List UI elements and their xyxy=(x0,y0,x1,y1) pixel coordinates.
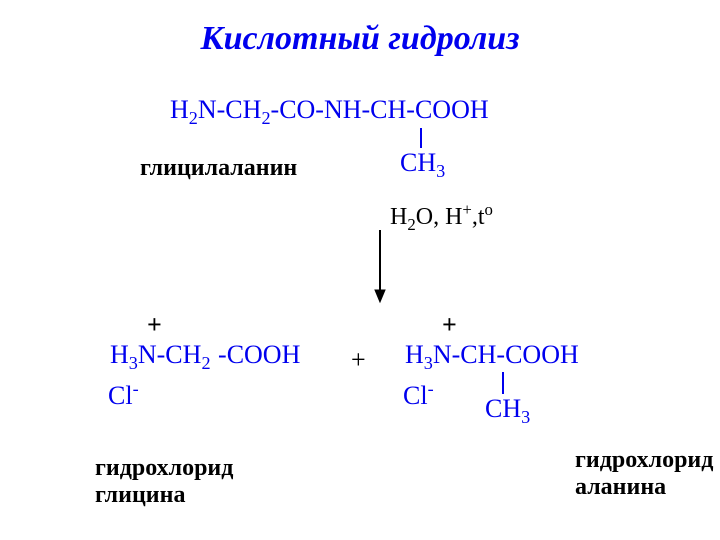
product-right-main: H3N-CH-COOH xyxy=(405,340,579,369)
product-left-cl: Cl- xyxy=(108,378,139,411)
dipeptide-main: H2N-CH2-CO-NH-CH-COOH xyxy=(170,95,489,124)
alanine-label-line2: аланина xyxy=(575,474,713,501)
left-plus-charge: + xyxy=(147,310,162,340)
plus-sign: + xyxy=(351,345,366,374)
glycine-label: гидрохлорид глицина xyxy=(95,455,233,509)
cl-right: Cl- xyxy=(403,381,434,410)
product-right-bond xyxy=(502,372,504,394)
ch3-right: CH3 xyxy=(485,394,530,423)
right-plus-charge: + xyxy=(442,310,457,340)
cl-left: Cl- xyxy=(108,381,139,410)
dipeptide-label-text: глицилаланин xyxy=(140,155,297,181)
reaction-arrow xyxy=(370,230,390,305)
dipeptide-formula: H2N-CH2-CO-NH-CH-COOH xyxy=(170,95,489,129)
conditions-text: H2O, H+,to xyxy=(390,200,493,235)
glycine-label-line2: глицина xyxy=(95,482,233,509)
title-text: Кислотный гидролиз xyxy=(201,20,520,57)
page-title: Кислотный гидролиз xyxy=(0,20,720,58)
product-right-formula: H3N-CH-COOH xyxy=(405,340,579,374)
product-left-main: H3N-CH2 -COOH xyxy=(110,340,300,369)
dipeptide-label: глицилаланин xyxy=(140,155,297,182)
product-right-cl: Cl- xyxy=(403,378,434,411)
dipeptide-ch3: CH3 xyxy=(400,148,445,182)
product-right-ch3: CH3 xyxy=(485,394,530,428)
ch3-group: CH3 xyxy=(400,148,445,177)
glycine-label-line1: гидрохлорид xyxy=(95,455,233,482)
product-left-formula: H3N-CH2 -COOH xyxy=(110,340,300,374)
plus-between: + xyxy=(351,345,366,375)
alanine-label: гидрохлорид аланина xyxy=(575,447,713,501)
alanine-label-line1: гидрохлорид xyxy=(575,447,713,474)
dipeptide-bond xyxy=(420,128,422,148)
